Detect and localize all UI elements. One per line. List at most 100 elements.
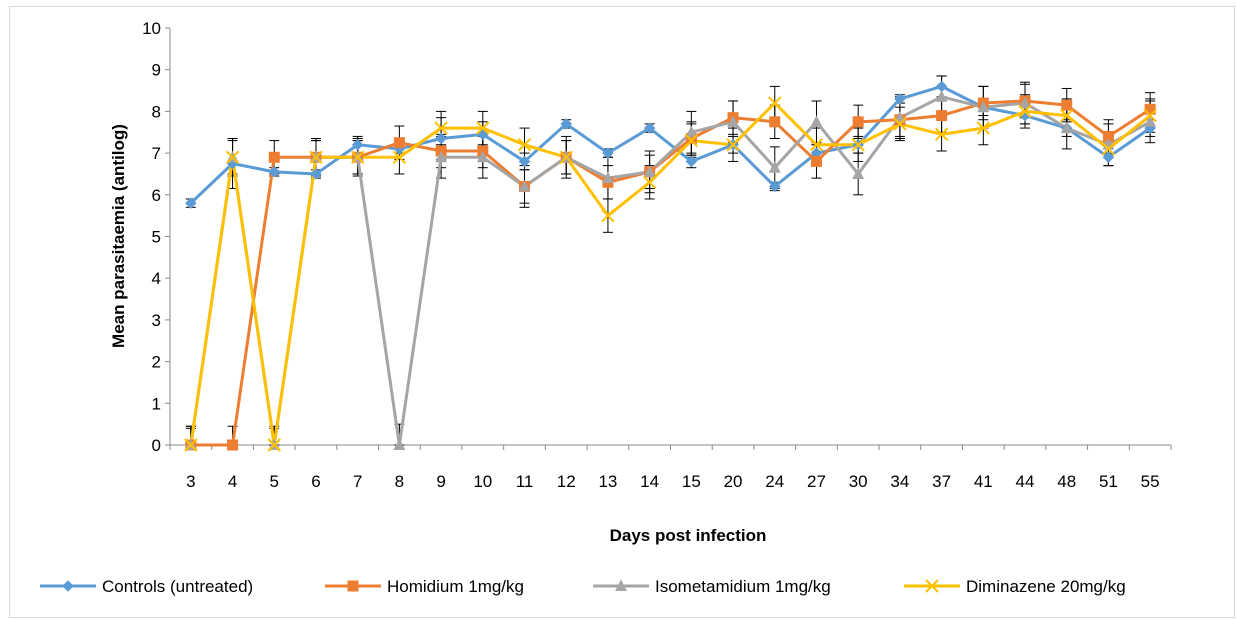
y-tick-label: 2	[152, 353, 161, 372]
data-point-diminazene-20mg-kg	[1060, 108, 1074, 123]
x-tick-label: 9	[436, 472, 445, 491]
marker-stroke	[517, 138, 532, 152]
data-point-isometamidium-1mg-kg	[393, 438, 406, 450]
legend-marker	[925, 579, 939, 593]
data-point-diminazene-20mg-kg	[684, 133, 699, 148]
x-tick-label: 10	[473, 472, 492, 491]
data-point-controls-untreated	[310, 168, 322, 180]
x-tick-label: 34	[890, 472, 909, 491]
data-point-controls-untreated	[560, 118, 573, 130]
marker-stroke	[225, 150, 240, 164]
data-point-diminazene-20mg-kg	[768, 96, 782, 110]
marker-stroke	[434, 121, 448, 135]
data-point-isometamidium-1mg-kg	[435, 150, 448, 163]
legend-item-isometamidium-1mg-kg: Isometamidium 1mg/kg	[593, 577, 831, 596]
marker-stroke	[309, 150, 323, 164]
y-tick-label: 5	[152, 228, 161, 247]
x-tick-label: 8	[395, 472, 404, 491]
legend-item-controls-untreated: Controls (untreated)	[40, 577, 253, 596]
data-point-homidium-1mg-kg	[769, 116, 781, 128]
data-point-isometamidium-1mg-kg	[643, 165, 656, 177]
error-bars	[185, 75, 1156, 446]
x-tick-label: 20	[724, 472, 743, 491]
marker-stroke	[809, 138, 824, 152]
x-tick-label: 41	[974, 472, 993, 491]
legend-label: Controls (untreated)	[102, 577, 253, 596]
x-tick-label: 14	[640, 472, 659, 491]
data-point-diminazene-20mg-kg	[976, 121, 991, 135]
data-point-isometamidium-1mg-kg	[518, 179, 531, 192]
x-tick-label: 30	[849, 472, 868, 491]
data-point-controls-untreated	[1102, 151, 1115, 164]
data-point-isometamidium-1mg-kg	[768, 161, 781, 173]
x-tick-label: 13	[598, 472, 617, 491]
x-tick-label: 27	[807, 472, 826, 491]
legend-label: Homidium 1mg/kg	[387, 577, 524, 596]
data-point-diminazene-20mg-kg	[1018, 104, 1032, 119]
x-tick-label: 15	[682, 472, 701, 491]
x-tick-label: 12	[557, 472, 576, 491]
x-tick-label: 55	[1141, 472, 1160, 491]
legend-marker	[615, 579, 627, 591]
data-point-controls-untreated	[894, 93, 906, 105]
data-point-diminazene-20mg-kg	[309, 150, 323, 164]
marker-stroke	[934, 127, 949, 142]
x-tick-label: 24	[765, 472, 784, 491]
data-point-homidium-1mg-kg	[1102, 130, 1114, 142]
marker-stroke	[184, 438, 198, 452]
x-tick-labels: 3 4 5 6 7 8 9 10 11 12 13 14 15 20 24 27 30 34 37 41 44 48 51 5…	[186, 472, 1159, 491]
data-point-controls-untreated	[935, 80, 948, 93]
x-tick-label: 4	[228, 472, 237, 491]
marker-stroke	[476, 121, 490, 135]
x-tick-label: 51	[1099, 472, 1118, 491]
y-tick-label: 6	[152, 186, 161, 205]
data-point-controls-untreated	[768, 180, 781, 193]
marker-stroke	[1060, 108, 1074, 123]
marker-stroke	[726, 138, 740, 152]
data-point-diminazene-20mg-kg	[350, 150, 365, 164]
data-point-diminazene-20mg-kg	[184, 438, 198, 452]
data-point-isometamidium-1mg-kg	[727, 115, 740, 127]
marker-stroke	[559, 150, 573, 164]
x-tick-label: 44	[1016, 472, 1035, 491]
legend-item-diminazene-20mg-kg: Diminazene 20mg/kg	[904, 577, 1126, 596]
series-line-isometamidium-1mg-kg	[189, 95, 1151, 447]
data-point-isometamidium-1mg-kg	[977, 100, 990, 113]
legend-label: Isometamidium 1mg/kg	[655, 577, 831, 596]
x-tick-label: 11	[516, 472, 534, 491]
marker-stroke	[267, 438, 281, 452]
data-point-isometamidium-1mg-kg	[476, 150, 489, 163]
data-point-diminazene-20mg-kg	[642, 175, 657, 189]
x-tick-label: 6	[311, 472, 320, 491]
data-point-homidium-1mg-kg	[852, 116, 864, 128]
legend-label: Diminazene 20mg/kg	[966, 577, 1126, 596]
series-markers	[184, 80, 1157, 452]
legend-marker	[347, 580, 359, 592]
data-point-isometamidium-1mg-kg	[1019, 96, 1032, 109]
data-point-isometamidium-1mg-kg	[935, 90, 948, 102]
legend-item-homidium-1mg-kg: Homidium 1mg/kg	[325, 577, 524, 596]
data-point-isometamidium-1mg-kg	[810, 115, 823, 127]
data-point-diminazene-20mg-kg	[809, 138, 824, 152]
data-point-homidium-1mg-kg	[810, 155, 822, 167]
series-line-diminazene-20mg-kg	[189, 101, 1152, 447]
data-point-diminazene-20mg-kg	[726, 138, 740, 152]
data-point-diminazene-20mg-kg	[851, 138, 865, 152]
data-point-isometamidium-1mg-kg	[852, 167, 865, 179]
marker-stroke	[1101, 142, 1116, 156]
data-point-homidium-1mg-kg	[1144, 103, 1156, 115]
data-point-diminazene-20mg-kg	[392, 150, 407, 164]
x-tick-label: 37	[932, 472, 951, 491]
legend-marker	[62, 580, 74, 592]
marker-stroke	[893, 117, 907, 131]
data-point-controls-untreated	[268, 166, 281, 178]
data-point-diminazene-20mg-kg	[893, 117, 907, 131]
marker-stroke	[976, 121, 991, 135]
series-lines	[189, 84, 1152, 447]
data-point-diminazene-20mg-kg	[601, 208, 615, 223]
data-point-homidium-1mg-kg	[227, 439, 239, 451]
marker-stroke	[642, 175, 657, 189]
x-tick-label: 7	[353, 472, 362, 491]
y-tick-label: 7	[152, 144, 161, 163]
data-point-isometamidium-1mg-kg	[1060, 121, 1073, 134]
